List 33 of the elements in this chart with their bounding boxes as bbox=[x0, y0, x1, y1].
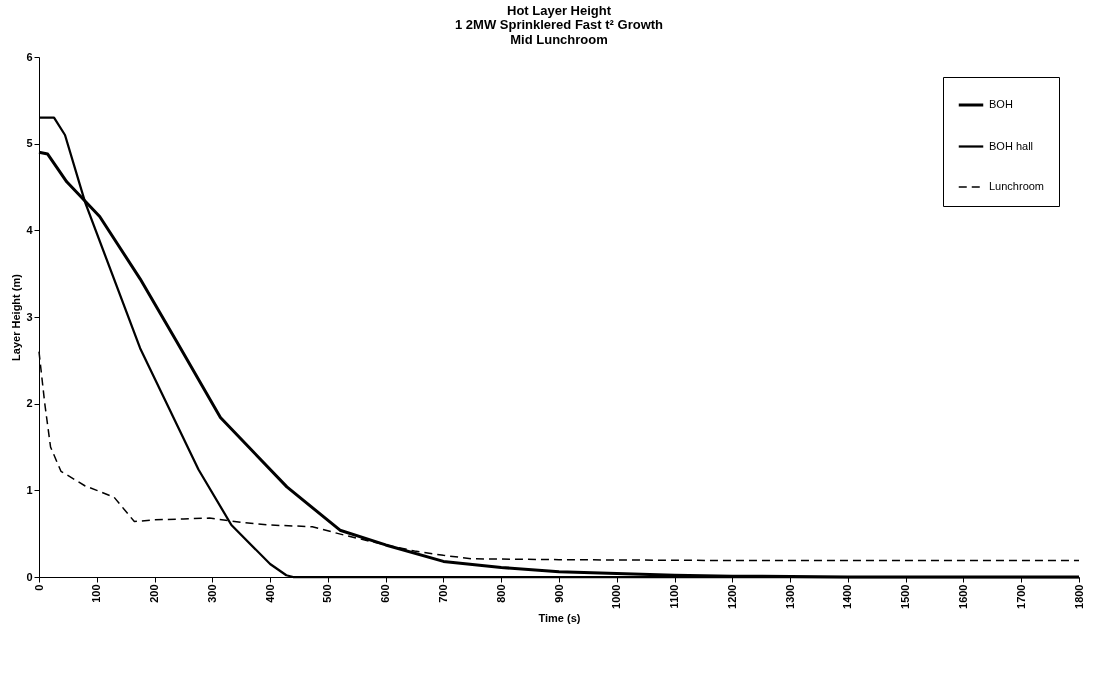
x-tick-label: 1600 bbox=[956, 584, 969, 609]
x-tick-label: 1000 bbox=[610, 584, 623, 609]
x-tick-label: 800 bbox=[494, 584, 507, 603]
x-tick-label: 0 bbox=[32, 584, 45, 591]
x-tick-label: 200 bbox=[148, 584, 161, 603]
y-tick-label: 6 bbox=[26, 50, 33, 63]
x-tick-label: 1800 bbox=[1072, 584, 1085, 609]
x-tick-label: 500 bbox=[321, 584, 334, 603]
x-axis-title: Time (s) bbox=[538, 611, 581, 624]
x-tick-label: 900 bbox=[552, 584, 565, 603]
y-tick-label: 3 bbox=[26, 310, 33, 323]
y-tick-label: 4 bbox=[26, 223, 34, 236]
legend-label: BOH hall bbox=[989, 139, 1034, 152]
x-tick-label: 1100 bbox=[668, 584, 681, 609]
x-tick-label: 1700 bbox=[1014, 584, 1027, 609]
x-tick-label: 300 bbox=[205, 584, 218, 603]
legend-label: Lunchroom bbox=[989, 180, 1045, 192]
y-tick-label: 5 bbox=[26, 137, 33, 150]
x-tick-label: 600 bbox=[379, 584, 392, 603]
x-tick-label: 400 bbox=[263, 584, 276, 603]
y-tick-label: 2 bbox=[26, 397, 33, 410]
y-tick-label: 1 bbox=[26, 483, 33, 496]
x-tick-label: 1300 bbox=[783, 584, 796, 609]
chart-title: Hot Layer Height bbox=[506, 3, 612, 18]
y-tick-label: 0 bbox=[26, 570, 33, 583]
y-axis-title: Layer Height (m) bbox=[10, 273, 23, 361]
x-tick-label: 700 bbox=[436, 584, 449, 603]
x-tick-label: 1500 bbox=[899, 584, 912, 609]
x-tick-label: 1200 bbox=[725, 584, 738, 609]
chart-subtitle: 1 2MW Sprinklered Fast t² Growth Mid Lunchroom bbox=[454, 17, 664, 47]
legend-label: BOH bbox=[989, 98, 1013, 110]
x-tick-label: 100 bbox=[90, 584, 103, 603]
x-tick-label: 1400 bbox=[841, 584, 854, 609]
